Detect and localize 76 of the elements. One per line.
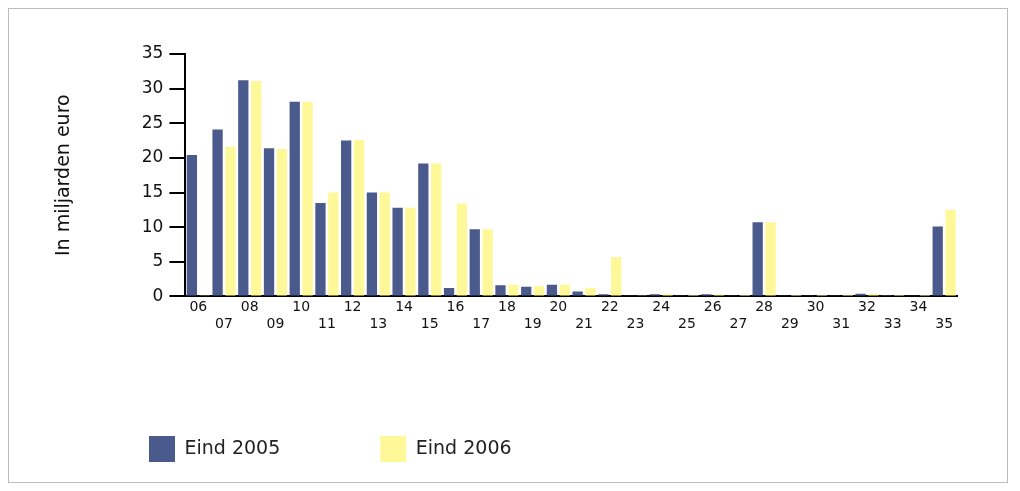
x-tick-label: 20 [549, 298, 568, 315]
bar [431, 163, 442, 296]
bar [263, 148, 275, 296]
bar [932, 226, 943, 296]
y-tick-label: 5 [152, 250, 164, 271]
bar [418, 163, 429, 296]
bar [341, 140, 352, 296]
bar [238, 80, 249, 296]
y-tick-label: 15 [141, 180, 164, 201]
x-tick-label: 33 [883, 315, 902, 332]
x-tick-label: 18 [498, 298, 516, 315]
x-tick-label: 29 [780, 315, 799, 332]
x-tick-label: 08 [240, 298, 259, 315]
x-tick-label: 24 [652, 298, 671, 315]
bar [945, 209, 956, 296]
bar [469, 229, 480, 296]
bar [508, 284, 519, 296]
x-tick-label: 07 [215, 315, 233, 332]
x-tick-label: 10 [292, 298, 311, 315]
y-tick-label: 20 [141, 146, 164, 167]
bar [225, 146, 236, 296]
legend-label: Eind 2005 [184, 435, 281, 458]
bar [521, 286, 532, 296]
x-tick-label: 12 [343, 298, 362, 315]
x-tick-label: 11 [317, 315, 336, 332]
bar [482, 229, 493, 296]
x-tick-label: 21 [575, 315, 593, 332]
x-tick-label: 28 [755, 298, 774, 315]
bar [752, 222, 763, 296]
x-tick-label: 22 [600, 298, 619, 315]
x-tick-label: 16 [446, 298, 465, 315]
bar [546, 284, 558, 296]
bar [251, 81, 262, 296]
x-tick-label: 23 [626, 315, 645, 332]
bar [443, 288, 455, 296]
x-tick-label: 27 [729, 315, 748, 332]
x-tick-label: 26 [703, 298, 722, 315]
x-tick-label: 17 [472, 315, 491, 332]
bar [392, 207, 403, 296]
bar [289, 101, 300, 296]
x-tick-label: 06 [189, 298, 208, 315]
y-tick-label: 0 [152, 284, 164, 305]
bar [315, 202, 326, 296]
x-tick-label: 13 [369, 315, 388, 332]
bar [585, 288, 596, 296]
bar [302, 101, 313, 296]
bar [276, 148, 288, 296]
bar [353, 139, 365, 296]
bar [456, 203, 468, 296]
bar [328, 192, 339, 296]
x-tick-label: 32 [858, 298, 876, 315]
y-tick-label: 10 [141, 215, 164, 236]
bar [366, 192, 378, 296]
bar [212, 129, 223, 296]
bar [379, 192, 390, 296]
x-tick-label: 15 [420, 315, 439, 332]
legend-label: Eind 2006 [415, 435, 512, 458]
x-tick-label: 30 [806, 298, 825, 315]
x-tick-label: 31 [832, 315, 851, 332]
bar [405, 207, 416, 296]
x-tick-label: 09 [266, 315, 285, 332]
bar [495, 285, 506, 296]
x-tick-label: 34 [909, 298, 928, 315]
y-tick-label: 35 [141, 42, 164, 63]
x-tick-label: 25 [678, 315, 696, 332]
bar [765, 222, 776, 296]
x-tick-label: 35 [935, 315, 954, 332]
bar [611, 256, 622, 296]
x-tick-label: 19 [523, 315, 542, 332]
bar [186, 155, 198, 296]
y-axis-title: In miljarden euro [51, 94, 74, 257]
bar [533, 286, 545, 296]
x-tick-label: 14 [395, 298, 414, 315]
y-tick-label: 25 [141, 111, 164, 132]
y-tick-label: 30 [141, 77, 164, 98]
bar [559, 284, 570, 296]
